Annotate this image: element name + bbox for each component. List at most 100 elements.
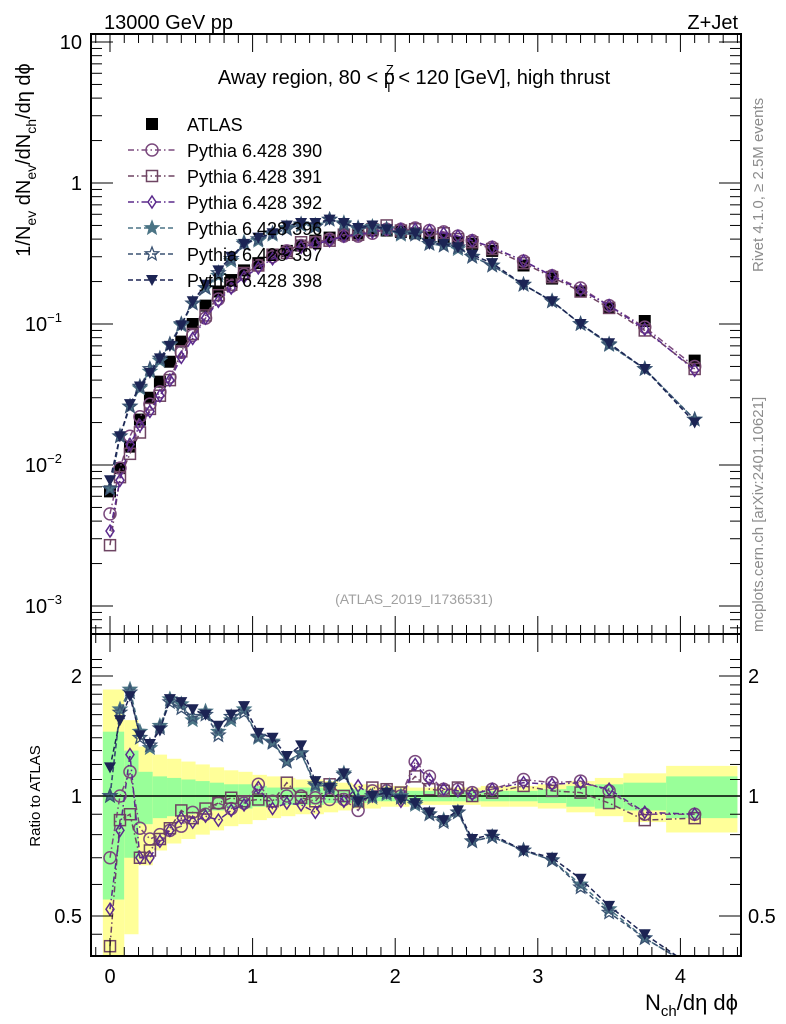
ratio-data-point bbox=[175, 697, 188, 709]
ratio-data-point bbox=[323, 782, 336, 794]
ratio-data-point bbox=[451, 781, 465, 794]
ratio-data-point bbox=[225, 709, 238, 721]
main-data-point bbox=[252, 259, 265, 272]
main-data-point bbox=[366, 220, 379, 232]
ratio-data-point bbox=[213, 812, 224, 828]
main-data-point bbox=[278, 220, 296, 237]
main-data-point bbox=[296, 239, 306, 255]
ratio-data-point bbox=[438, 781, 449, 797]
ratio-data-point bbox=[199, 802, 212, 815]
main-data-point bbox=[176, 350, 187, 365]
x-tick-label: 2 bbox=[390, 966, 401, 988]
main-data-point bbox=[153, 375, 166, 388]
ratio-data-point bbox=[437, 815, 450, 827]
ratio-data-point bbox=[252, 727, 265, 739]
ratio-y-tick-label-left: 0.5 bbox=[54, 906, 82, 928]
main-data-point bbox=[143, 402, 157, 416]
ratio-data-point bbox=[310, 804, 321, 820]
ratio-data-point bbox=[267, 801, 278, 816]
main-data-point bbox=[517, 256, 530, 270]
ratio-data-point bbox=[366, 791, 379, 802]
ratio-data-point bbox=[249, 727, 267, 744]
ratio-data-point bbox=[604, 781, 615, 797]
ratio-data-point bbox=[486, 829, 499, 841]
ratio-data-point bbox=[105, 901, 115, 917]
main-data-point bbox=[547, 268, 557, 284]
ratio-data-point bbox=[104, 762, 116, 774]
ratio-data-point bbox=[574, 873, 587, 885]
ratio-panel-frame bbox=[90, 633, 742, 957]
main-data-point bbox=[409, 228, 422, 240]
ratio-data-point bbox=[115, 823, 125, 838]
main-series-pythia-6-428-391 bbox=[103, 219, 701, 552]
main-data-point bbox=[518, 253, 529, 269]
ratio-y-axis-label: Ratio to ATLAS bbox=[27, 745, 44, 846]
ratio-data-point bbox=[212, 796, 225, 810]
main-data-point bbox=[603, 338, 616, 350]
ratio-data-point bbox=[253, 780, 264, 795]
ratio-data-point bbox=[423, 807, 436, 819]
main-panel-series bbox=[101, 210, 703, 552]
main-y-axis-label: 1/Nev dNev/dNch/dη dϕ bbox=[13, 63, 39, 256]
main-data-point bbox=[213, 293, 224, 309]
main-data-point bbox=[486, 258, 499, 270]
ratio-data-point bbox=[187, 814, 198, 830]
legend-marker bbox=[146, 275, 158, 286]
main-data-point bbox=[135, 418, 145, 434]
ratio-series-pythia-6-428-392 bbox=[105, 747, 700, 917]
ratio-band-stat bbox=[167, 777, 182, 817]
ratio-data-point bbox=[352, 796, 365, 808]
ratio-data-point bbox=[281, 795, 292, 811]
x-label-rest: /dη dϕ bbox=[677, 990, 738, 1015]
ratio-data-point bbox=[292, 744, 310, 761]
ratio-data-point bbox=[467, 786, 478, 802]
ratio-y-tick-label-left: 2 bbox=[71, 666, 82, 688]
main-data-point bbox=[602, 301, 616, 315]
legend-item: Pythia 6.428 398 bbox=[128, 271, 322, 291]
title-pre: Away region, 80 < p bbox=[218, 67, 395, 89]
ratio-data-point bbox=[251, 777, 266, 792]
ratio-series-line bbox=[109, 693, 679, 956]
x-tick-label: 3 bbox=[532, 966, 543, 988]
main-data-point bbox=[466, 249, 479, 261]
main-data-point bbox=[575, 282, 586, 298]
main-data-point bbox=[186, 327, 199, 341]
main-data-point bbox=[103, 507, 117, 521]
ratio-y-tick-label-right: 1 bbox=[748, 786, 759, 808]
ratio-data-point bbox=[125, 747, 135, 762]
main-data-point bbox=[266, 248, 279, 261]
legend-marker bbox=[145, 169, 159, 183]
x-axis-label: Nch/dη dϕ bbox=[645, 990, 738, 1020]
ratio-data-point bbox=[638, 813, 651, 827]
mcplots-label: mcplots.cern.ch [arXiv:2401.10621] bbox=[750, 397, 767, 632]
ratio-data-point bbox=[424, 772, 435, 787]
main-data-point bbox=[113, 431, 126, 443]
ratio-data-point bbox=[186, 811, 199, 825]
main-data-point bbox=[380, 224, 393, 236]
main-data-point bbox=[309, 218, 322, 230]
main-data-point bbox=[394, 228, 407, 240]
ratio-data-point bbox=[226, 803, 237, 818]
main-data-point bbox=[225, 251, 238, 263]
main-data-point bbox=[186, 296, 199, 308]
main-data-point bbox=[281, 245, 292, 261]
main-data-point bbox=[101, 479, 119, 496]
ratio-data-point bbox=[212, 720, 225, 732]
main-data-point bbox=[175, 320, 188, 332]
x-label-n: N bbox=[645, 990, 661, 1015]
main-data-point bbox=[294, 236, 308, 249]
legend-marker bbox=[146, 118, 158, 130]
ratio-data-point bbox=[423, 782, 436, 796]
y-tick-label: 10−1 bbox=[25, 310, 62, 336]
ratio-data-point bbox=[639, 804, 650, 820]
ratio-data-point bbox=[163, 694, 176, 706]
main-data-point bbox=[267, 251, 278, 267]
main-data-point bbox=[164, 372, 175, 388]
ratio-data-point bbox=[545, 784, 559, 798]
legend-marker bbox=[143, 219, 161, 236]
ratio-band-stat bbox=[102, 731, 125, 900]
legend-item: ATLAS bbox=[146, 115, 243, 135]
ratio-data-point bbox=[466, 834, 479, 846]
ratio-data-point bbox=[237, 795, 251, 808]
